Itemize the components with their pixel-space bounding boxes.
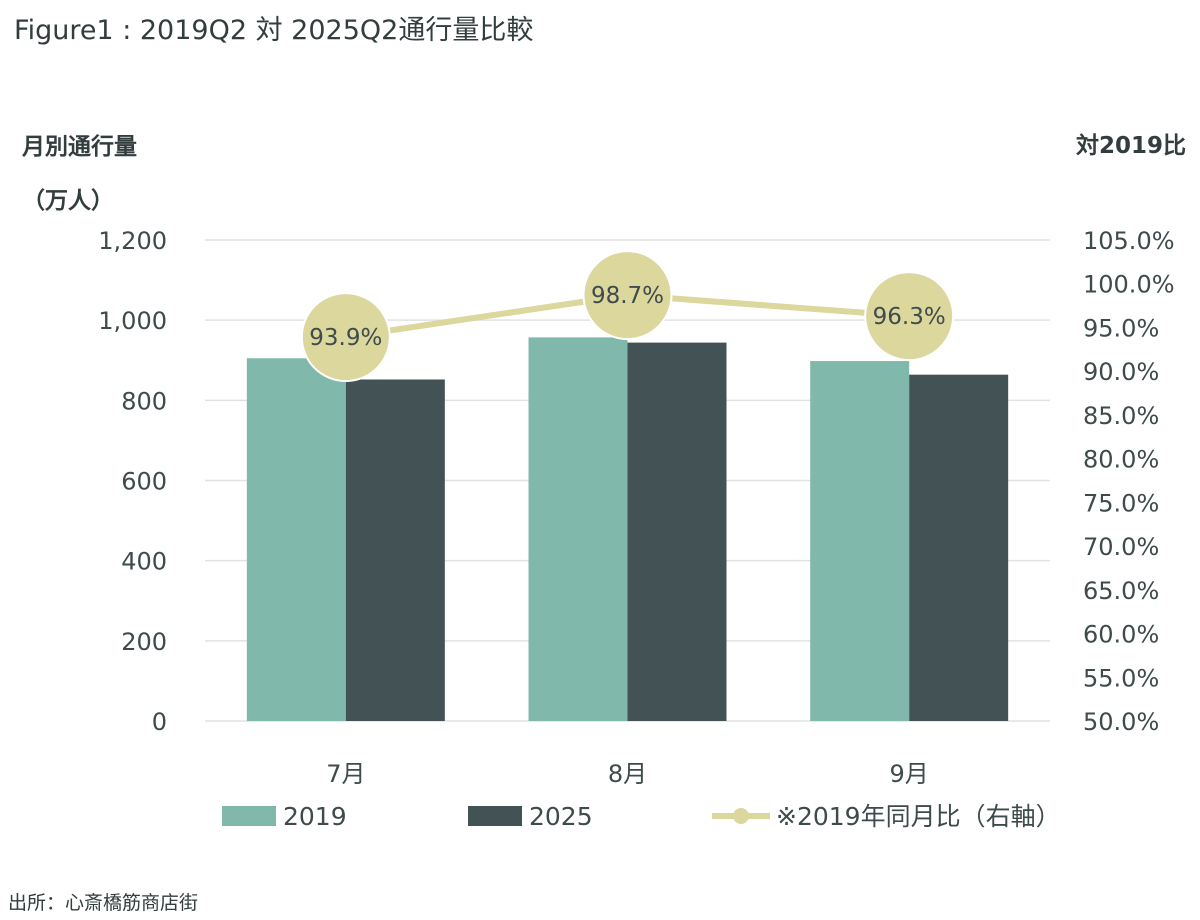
left-tick-label: 600 (121, 468, 167, 496)
right-tick-label: 75.0% (1083, 489, 1159, 517)
left-axis-title: 月別通行量 （万人） (22, 120, 137, 228)
right-axis-title: 対2019比 (1075, 133, 1186, 159)
right-tick-label: 90.0% (1083, 358, 1159, 386)
left-tick-label: 800 (121, 387, 167, 415)
ratio-marker-2 (582, 250, 673, 341)
bar-2025-2 (627, 342, 727, 721)
bar-2019-3 (810, 361, 910, 721)
right-tick-label: 100.0% (1083, 271, 1175, 299)
category-label: 8月 (608, 760, 647, 788)
right-tick-label: 55.0% (1083, 664, 1159, 692)
bar-2019-1 (246, 358, 346, 721)
legend-marker-ratio (733, 808, 749, 824)
legend-label-2019: 2019 (283, 802, 347, 831)
right-tick-label: 95.0% (1083, 314, 1159, 342)
category-label: 9月 (890, 760, 929, 788)
ratio-data-label: 93.9% (309, 325, 382, 351)
bar-2019-2 (528, 337, 628, 721)
right-tick-label: 80.0% (1083, 446, 1159, 474)
left-axis-title-line1: 月別通行量 (22, 134, 137, 160)
legend-swatch-2019 (222, 806, 276, 826)
legend-label-2025: 2025 (529, 802, 593, 831)
legend-label-ratio: ※2019年同月比（右軸） (776, 802, 1061, 831)
ratio-data-label: 96.3% (873, 304, 946, 330)
ratio-marker-1 (300, 292, 391, 383)
legend-swatch-2025 (468, 806, 522, 826)
left-tick-label: 1,000 (98, 307, 167, 335)
right-tick-label: 105.0% (1083, 227, 1175, 255)
left-axis-title-line2: （万人） (22, 188, 114, 214)
bar-2025-3 (909, 374, 1009, 721)
ratio-data-label: 98.7% (591, 283, 664, 309)
right-tick-label: 50.0% (1083, 708, 1159, 736)
left-tick-label: 0 (152, 708, 167, 736)
right-tick-label: 60.0% (1083, 621, 1159, 649)
bar-2025-1 (345, 379, 445, 721)
source-note: 出所：心斎橋筋商店街 (8, 892, 199, 914)
right-tick-label: 70.0% (1083, 533, 1159, 561)
left-tick-label: 200 (121, 628, 167, 656)
chart-title: Figure1 : 2019Q2 対 2025Q2通行量比較 (14, 15, 534, 46)
right-tick-label: 65.0% (1083, 577, 1159, 605)
category-label: 7月 (326, 760, 365, 788)
left-tick-label: 1,200 (98, 227, 167, 255)
left-tick-label: 400 (121, 548, 167, 576)
ratio-marker-3 (864, 271, 955, 362)
right-tick-label: 85.0% (1083, 402, 1159, 430)
